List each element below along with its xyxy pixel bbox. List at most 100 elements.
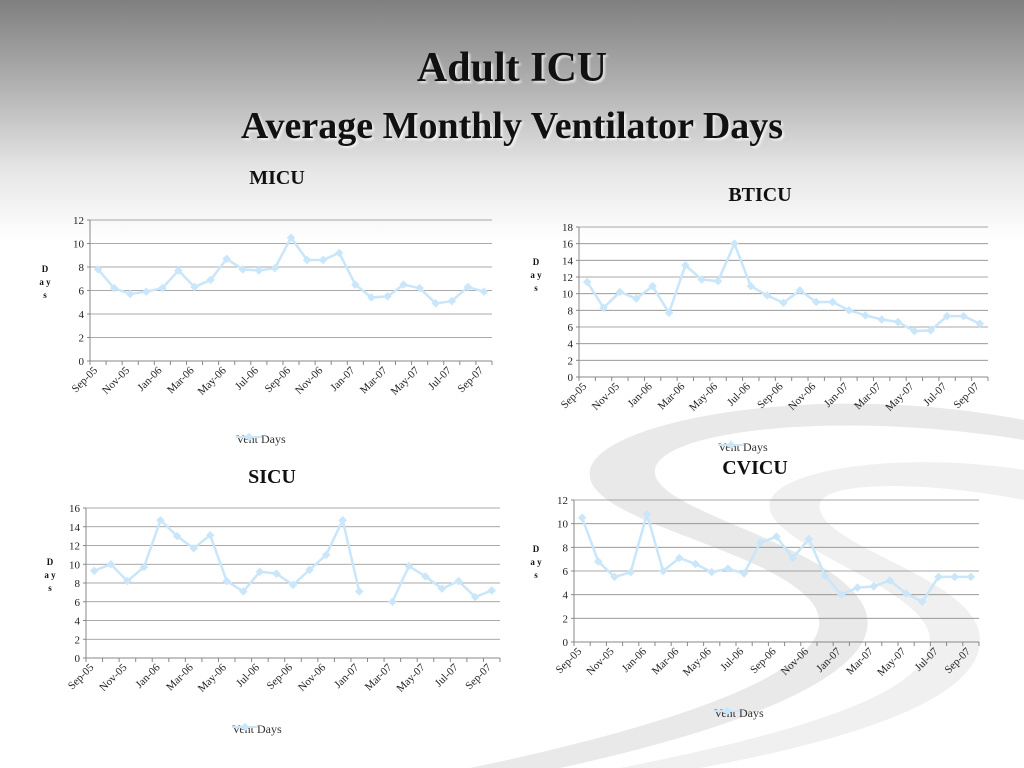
legend-swatch	[714, 706, 740, 716]
data-point	[885, 576, 895, 585]
data-point	[713, 276, 723, 286]
data-point	[795, 286, 805, 295]
data-point	[648, 281, 657, 291]
y-tick-label: 12	[73, 215, 84, 227]
data-point	[926, 326, 935, 335]
y-tick-label: 0	[79, 356, 85, 368]
data-point	[447, 296, 457, 306]
data-point	[470, 592, 480, 602]
y-tick-label: 10	[557, 519, 569, 531]
y-tick-label: 8	[563, 542, 569, 554]
y-tick-label: 12	[69, 541, 80, 553]
data-point	[918, 597, 927, 607]
data-point	[174, 266, 183, 275]
y-tick-label: 6	[79, 286, 85, 298]
data-point	[334, 248, 344, 258]
data-point	[861, 311, 870, 320]
y-tick-label: 12	[557, 495, 568, 507]
data-point	[739, 569, 749, 578]
y-axis-label: D a y s	[530, 544, 542, 580]
data-point	[383, 292, 392, 301]
data-point	[577, 513, 587, 522]
y-tick-label: 16	[562, 239, 574, 251]
x-tick-label: Jan-06	[620, 645, 650, 675]
x-tick-label: Nov-05	[584, 645, 617, 678]
data-point	[707, 567, 716, 577]
chart-title: CVICU	[722, 457, 788, 479]
data-point	[697, 275, 706, 284]
data-point	[746, 281, 756, 291]
page-title: Adult ICU	[416, 45, 608, 91]
data-point	[109, 283, 119, 293]
y-tick-label: 0	[568, 372, 574, 384]
chart-title: BTICU	[728, 184, 792, 206]
data-point	[318, 255, 328, 265]
y-tick-label: 10	[73, 239, 85, 251]
x-tick-label: May-06	[681, 645, 714, 678]
data-point	[367, 293, 376, 302]
x-tick-label: Nov-06	[779, 645, 812, 678]
data-point	[305, 565, 314, 575]
y-tick-label: 6	[75, 597, 81, 609]
data-point	[255, 567, 265, 576]
data-point	[463, 282, 473, 292]
page-subtitle: Average Monthly Ventilator Days	[240, 105, 784, 147]
y-tick-label: 6	[568, 322, 574, 334]
y-tick-label: 4	[568, 339, 574, 351]
data-point	[272, 569, 281, 578]
data-point	[779, 298, 788, 308]
legend-swatch	[236, 432, 262, 442]
data-point	[675, 553, 684, 563]
chart-title: SICU	[248, 466, 296, 488]
y-tick-label: 6	[563, 566, 569, 578]
y-tick-label: 4	[75, 616, 81, 628]
y-tick-label: 2	[75, 634, 81, 646]
x-tick-label: Jul-06	[718, 645, 746, 673]
series-line	[580, 509, 971, 604]
data-point	[321, 550, 331, 560]
data-point	[756, 538, 765, 547]
data-point	[415, 283, 424, 293]
x-tick-label: Jan-07	[814, 645, 844, 675]
y-tick-label: 4	[79, 309, 85, 321]
data-point	[454, 576, 463, 586]
data-point	[487, 586, 496, 595]
x-tick-label: May-07	[875, 645, 908, 678]
data-point	[772, 532, 781, 541]
y-tick-label: 10	[562, 289, 574, 301]
y-tick-label: 8	[568, 305, 574, 317]
y-axis-label: D a y s	[39, 264, 51, 300]
data-point	[399, 280, 408, 289]
data-point	[844, 306, 854, 315]
y-tick-label: 2	[568, 355, 574, 367]
data-point	[934, 572, 943, 582]
data-point	[615, 287, 625, 297]
data-point	[853, 583, 862, 592]
y-tick-label: 16	[69, 503, 81, 515]
data-point	[93, 265, 103, 274]
y-axis-label: D a y s	[530, 257, 542, 293]
data-point	[206, 275, 215, 285]
data-point	[479, 287, 489, 296]
y-tick-label: 2	[563, 613, 569, 625]
data-point	[642, 509, 652, 519]
data-point	[975, 319, 985, 328]
data-point	[599, 303, 608, 313]
data-point	[723, 564, 733, 573]
data-point	[404, 561, 414, 571]
y-tick-label: 0	[563, 637, 569, 649]
legend-swatch	[718, 440, 744, 450]
data-point	[437, 584, 447, 593]
data-point	[254, 266, 264, 275]
data-point	[681, 261, 690, 270]
x-tick-label: Sep-06	[748, 645, 779, 676]
x-tick-label: Sep-07	[942, 645, 973, 676]
chart-title: MICU	[249, 167, 305, 189]
y-tick-label: 4	[563, 590, 569, 602]
data-point	[288, 580, 298, 590]
y-tick-label: 14	[69, 522, 81, 534]
data-point	[632, 294, 641, 303]
